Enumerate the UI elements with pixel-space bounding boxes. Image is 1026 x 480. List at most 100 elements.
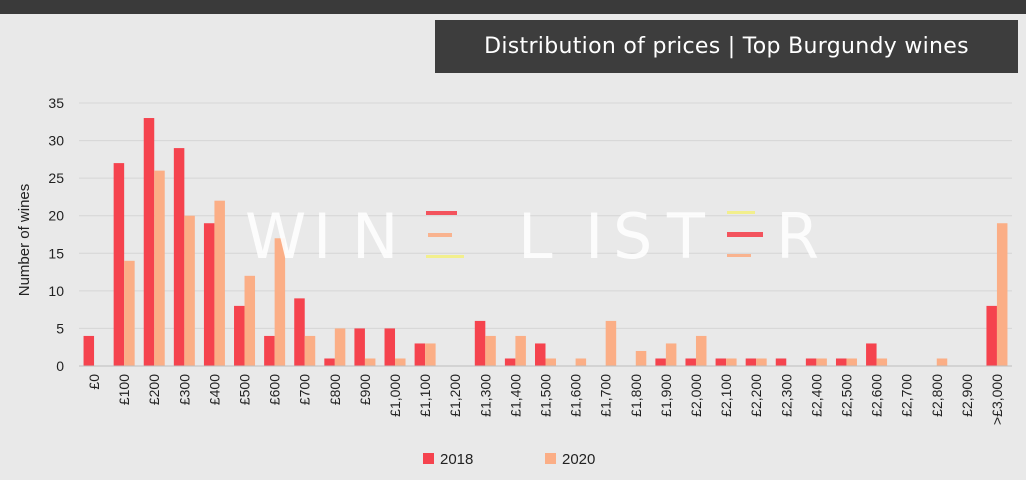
x-tick-label: £2,300 [778,374,794,417]
x-tick-label: £2,900 [959,374,975,417]
svg-text:L: L [518,200,553,273]
bar-2020-7 [304,335,316,366]
x-axis-ticks: £0 £100 £200 £300 £400 £500 £600 £700 £800 £900 £1… [86,374,1005,425]
bar-2018-3 [173,148,185,366]
chart-title: Distribution of prices | Top Burgundy wi… [435,20,1018,73]
bar-2020-26 [876,358,888,366]
bar-2018-4 [203,223,215,366]
x-tick-label: £2,800 [929,374,945,417]
svg-text:R: R [776,200,819,273]
bar-2018-15 [535,343,546,366]
bar-2020-25 [846,358,857,366]
x-tick-label: £200 [146,374,162,405]
y-tick-label: 30 [48,133,64,149]
x-tick-label: £1,500 [538,374,554,417]
top-bar [0,0,1026,14]
svg-text:I: I [313,200,331,273]
x-tick-label: £500 [237,374,253,405]
y-tick-label: 0 [56,358,64,374]
bar-2020-9 [364,358,376,366]
x-tick-label: £100 [116,374,132,405]
svg-text:T: T [666,200,706,273]
x-tick-label: £700 [297,374,313,405]
bar-2018-24 [805,358,817,366]
bar-2018-26 [866,343,877,366]
x-tick-label: £1,300 [477,374,493,417]
x-tick-label: £1,000 [387,374,403,417]
bar-2020-10 [395,358,406,366]
y-tick-label: 10 [48,283,64,299]
x-tick-label: £2,500 [838,374,854,417]
x-tick-label: £2,200 [748,374,764,417]
x-tick-label: £2,700 [899,374,915,417]
bar-2020-19 [665,343,677,366]
bar-2018-30 [986,305,997,366]
bar-2018-23 [775,358,787,366]
legend-label-2020: 2020 [562,451,595,468]
bar-2018-13 [474,320,486,366]
svg-text:W: W [245,200,306,273]
x-tick-label: £1,400 [507,374,523,417]
y-tick-label: 35 [48,95,64,111]
x-tick-label: £0 [86,374,102,390]
x-tick-label: £1,100 [417,374,433,417]
y-tick-label: 5 [56,320,64,336]
bar-2018-21 [715,358,727,366]
bar-2020-21 [726,358,737,366]
y-tick-label: 25 [48,170,64,186]
bar-2018-0 [83,335,95,366]
bar-2018-20 [685,358,696,366]
legend-label-2018: 2018 [440,451,473,468]
bar-2018-9 [354,328,365,366]
x-tick-label: £300 [176,374,192,405]
x-tick-label: >£3,000 [989,374,1005,425]
bar-2018-1 [113,163,125,366]
bar-2020-17 [605,320,617,366]
y-axis-label: Number of wines [16,184,33,297]
bar-2018-6 [264,335,275,366]
bar-2018-11 [414,343,426,366]
x-tick-label: £2,400 [808,374,824,417]
bar-2020-16 [575,358,587,366]
bar-2020-28 [936,358,948,366]
bar-2018-25 [835,358,847,366]
bar-2020-11 [425,343,436,366]
bars [83,118,1008,366]
bar-2020-1 [124,260,135,366]
bar-2020-15 [545,358,556,366]
x-tick-label: £600 [267,374,283,405]
y-axis-ticks: 0 5 10 15 20 25 30 35 [48,95,64,374]
y-tick-label: 20 [48,208,64,224]
x-tick-label: £900 [357,374,373,405]
bar-2020-6 [274,238,286,366]
bar-2018-2 [143,118,155,366]
x-tick-label: £400 [206,374,222,405]
bar-2018-5 [234,305,245,366]
bar-2018-10 [384,328,396,366]
y-tick-label: 15 [48,245,64,261]
bar-2020-14 [515,335,526,366]
bar-2020-8 [334,328,346,366]
grid-lines [79,102,1012,329]
x-tick-label: £800 [327,374,343,405]
svg-text:N: N [352,200,398,273]
bar-2020-18 [635,350,647,366]
legend-swatch-2018 [423,453,434,464]
x-tick-label: £2,100 [718,374,734,417]
bar-2020-24 [816,358,827,366]
svg-text:S: S [613,200,652,273]
x-tick-label: £1,700 [598,374,614,417]
bar-2020-4 [214,200,225,366]
x-tick-label: £1,200 [447,374,463,417]
bar-2018-22 [745,358,757,366]
svg-text:I: I [585,200,603,273]
wine-lister-watermark: W I N L I S T R [245,200,819,273]
bar-2020-13 [485,335,496,366]
bar-2018-14 [504,358,516,366]
bar-2020-22 [756,358,767,366]
bar-2018-8 [324,358,335,366]
bar-2020-3 [184,215,195,366]
legend: 2018 2020 [423,451,595,468]
x-tick-label: £2,600 [869,374,885,417]
x-tick-label: £2,000 [688,374,704,417]
